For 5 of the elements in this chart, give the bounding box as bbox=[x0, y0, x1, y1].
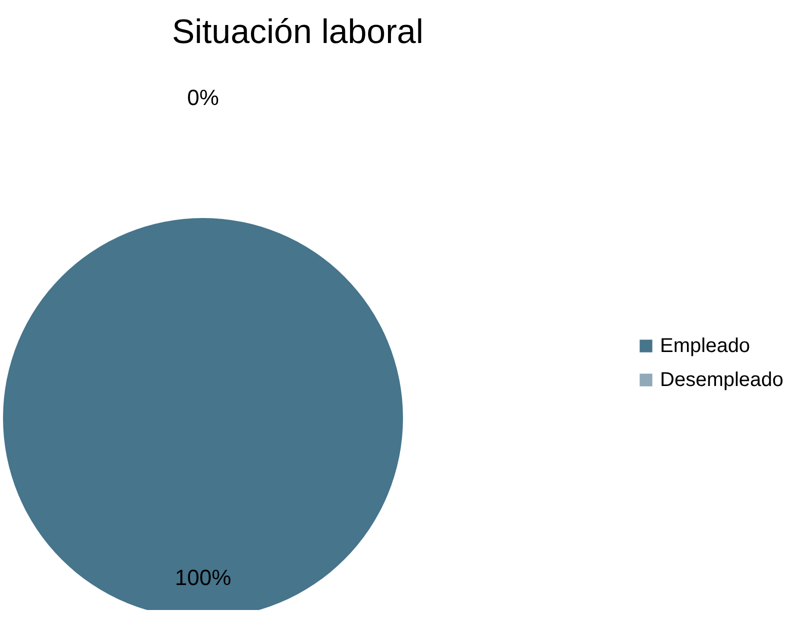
text: 0% bbox=[187, 85, 219, 110]
data-label: 100% bbox=[174, 565, 232, 590]
chart-title: Situación laboral bbox=[172, 13, 424, 51]
legend-label: Empleado bbox=[660, 335, 750, 357]
legend-label: Desempleado bbox=[660, 369, 784, 391]
